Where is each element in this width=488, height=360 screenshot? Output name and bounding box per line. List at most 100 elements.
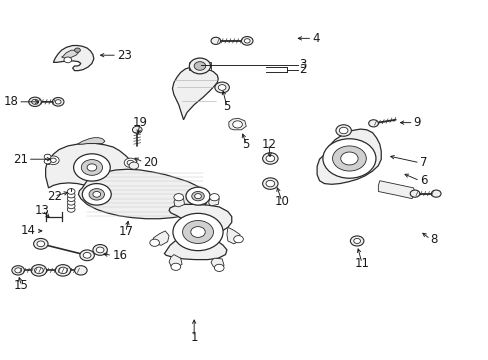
Circle shape	[214, 82, 229, 93]
Polygon shape	[61, 50, 78, 58]
Circle shape	[194, 194, 201, 199]
Polygon shape	[211, 258, 224, 269]
Text: 1: 1	[190, 330, 198, 343]
Circle shape	[132, 126, 142, 134]
Circle shape	[129, 162, 139, 169]
Circle shape	[209, 194, 219, 201]
Circle shape	[32, 99, 39, 104]
Text: 13: 13	[35, 204, 50, 217]
Text: 23: 23	[117, 49, 132, 62]
Text: 9: 9	[413, 116, 420, 129]
Circle shape	[29, 97, 41, 107]
Circle shape	[67, 189, 75, 194]
Circle shape	[322, 139, 375, 178]
Circle shape	[37, 241, 44, 247]
Circle shape	[244, 39, 249, 43]
Polygon shape	[164, 204, 231, 260]
Circle shape	[332, 146, 366, 171]
Circle shape	[182, 221, 213, 243]
Circle shape	[67, 196, 75, 202]
Circle shape	[194, 62, 205, 70]
Text: 18: 18	[3, 95, 18, 108]
Circle shape	[339, 127, 347, 134]
Circle shape	[82, 184, 111, 205]
Circle shape	[67, 203, 75, 209]
Circle shape	[64, 57, 72, 63]
Circle shape	[241, 37, 252, 45]
Polygon shape	[172, 67, 218, 120]
Circle shape	[52, 98, 64, 106]
Circle shape	[31, 265, 46, 276]
Text: 20: 20	[143, 156, 158, 168]
Circle shape	[265, 180, 274, 187]
Circle shape	[67, 192, 75, 198]
Circle shape	[47, 156, 59, 165]
Circle shape	[218, 85, 225, 90]
Polygon shape	[317, 129, 381, 184]
Circle shape	[80, 250, 94, 261]
Circle shape	[96, 247, 104, 253]
Circle shape	[127, 160, 134, 165]
Polygon shape	[208, 196, 219, 206]
Polygon shape	[228, 118, 246, 130]
Circle shape	[81, 159, 102, 175]
Text: 21: 21	[13, 153, 28, 166]
Circle shape	[233, 235, 243, 243]
Circle shape	[59, 267, 67, 274]
Circle shape	[55, 265, 71, 276]
Text: 7: 7	[419, 156, 427, 169]
Circle shape	[340, 152, 357, 165]
Circle shape	[74, 48, 80, 52]
Polygon shape	[77, 138, 105, 144]
Circle shape	[353, 238, 360, 243]
Circle shape	[34, 238, 48, 249]
Text: 10: 10	[274, 195, 289, 208]
Circle shape	[214, 264, 224, 271]
Circle shape	[93, 192, 101, 197]
Circle shape	[15, 268, 21, 273]
Circle shape	[335, 125, 351, 136]
Circle shape	[189, 58, 210, 74]
Circle shape	[149, 239, 159, 246]
Circle shape	[93, 244, 107, 255]
Polygon shape	[78, 169, 207, 219]
Text: 8: 8	[429, 233, 437, 246]
Circle shape	[190, 226, 205, 237]
Text: 16: 16	[112, 249, 127, 262]
Circle shape	[174, 194, 183, 201]
Polygon shape	[174, 197, 184, 207]
Circle shape	[430, 190, 440, 197]
Circle shape	[265, 155, 274, 162]
Text: 3: 3	[299, 58, 306, 71]
Text: 2: 2	[299, 63, 306, 76]
Circle shape	[55, 100, 61, 104]
Circle shape	[409, 190, 419, 197]
Circle shape	[232, 121, 242, 128]
Text: 6: 6	[419, 174, 427, 187]
Text: 17: 17	[118, 225, 133, 238]
Polygon shape	[45, 143, 136, 191]
Circle shape	[67, 199, 75, 205]
Circle shape	[211, 37, 220, 44]
Circle shape	[262, 178, 278, 189]
Circle shape	[12, 266, 24, 275]
Circle shape	[50, 158, 56, 162]
Polygon shape	[226, 227, 240, 244]
Text: 15: 15	[14, 279, 29, 292]
Circle shape	[35, 267, 43, 274]
Circle shape	[87, 164, 97, 171]
Circle shape	[124, 158, 137, 167]
Text: 5: 5	[223, 100, 230, 113]
Polygon shape	[53, 45, 94, 71]
Polygon shape	[189, 62, 210, 69]
Polygon shape	[378, 181, 414, 199]
Polygon shape	[169, 255, 182, 268]
Circle shape	[171, 263, 180, 270]
Circle shape	[44, 159, 51, 164]
Text: 22: 22	[47, 190, 61, 203]
Circle shape	[74, 154, 110, 181]
Text: 5: 5	[242, 138, 249, 150]
Circle shape	[350, 236, 363, 246]
Circle shape	[368, 120, 378, 127]
Circle shape	[44, 154, 51, 159]
